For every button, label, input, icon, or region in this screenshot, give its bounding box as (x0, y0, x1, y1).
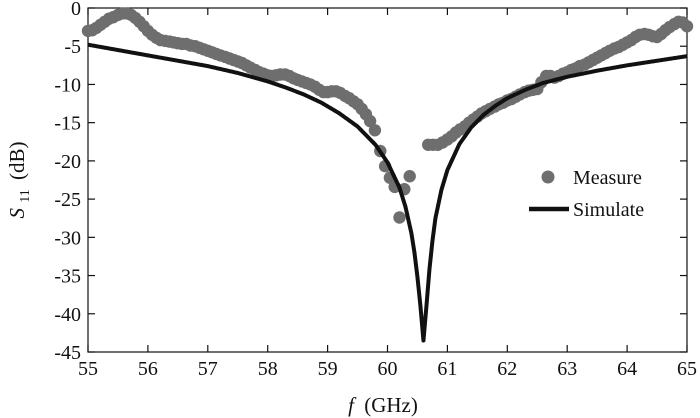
y-tick-label: -15 (54, 113, 81, 135)
series-measure (81, 7, 694, 224)
x-axis-label: f (GHz) (348, 393, 418, 417)
x-tick-label: 63 (557, 358, 577, 380)
x-axis-ticks: 55 56 57 58 59 60 61 62 63 64 65 (78, 8, 697, 380)
legend-measure-label: Measure (573, 167, 642, 189)
y-tick-label: -25 (54, 189, 81, 211)
measure-point (403, 170, 416, 183)
measure-point (680, 20, 694, 33)
y-tick-label: -10 (54, 74, 81, 96)
y-tick-label: -30 (54, 227, 81, 249)
legend-measure-marker (541, 170, 555, 184)
y-tick-label: 0 (71, 0, 81, 20)
y-tick-label: -45 (54, 342, 81, 364)
measure-point (393, 211, 406, 224)
x-tick-label: 55 (78, 358, 98, 380)
x-tick-label: 60 (378, 358, 398, 380)
x-tick-label: 65 (677, 358, 697, 380)
legend: Measure Simulate (529, 167, 644, 221)
x-tick-label: 61 (437, 358, 457, 380)
series-simulate-line (87, 42, 688, 343)
x-tick-label: 64 (617, 358, 637, 380)
y-axis-ticks: 0 -5 -10 -15 -20 -25 -30 -35 -40 -45 (54, 0, 687, 364)
x-tick-label: 57 (198, 358, 218, 380)
y-axis-label: S 11 (dB) (5, 142, 34, 219)
legend-simulate-label: Simulate (573, 199, 644, 221)
y-tick-label: -35 (54, 266, 81, 288)
y-tick-label: -20 (54, 151, 81, 173)
measure-point (363, 114, 377, 128)
x-tick-label: 58 (258, 358, 278, 380)
y-tick-label: -40 (54, 304, 81, 326)
measure-point (368, 124, 382, 137)
x-tick-label: 56 (138, 358, 158, 380)
y-tick-label: -5 (64, 36, 81, 58)
x-tick-label: 59 (318, 358, 338, 380)
x-tick-label: 62 (497, 358, 517, 380)
plot-area: 55 56 57 58 59 60 61 62 63 64 65 0 -5 -10 -15 -20 -25 -3… (54, 0, 697, 380)
